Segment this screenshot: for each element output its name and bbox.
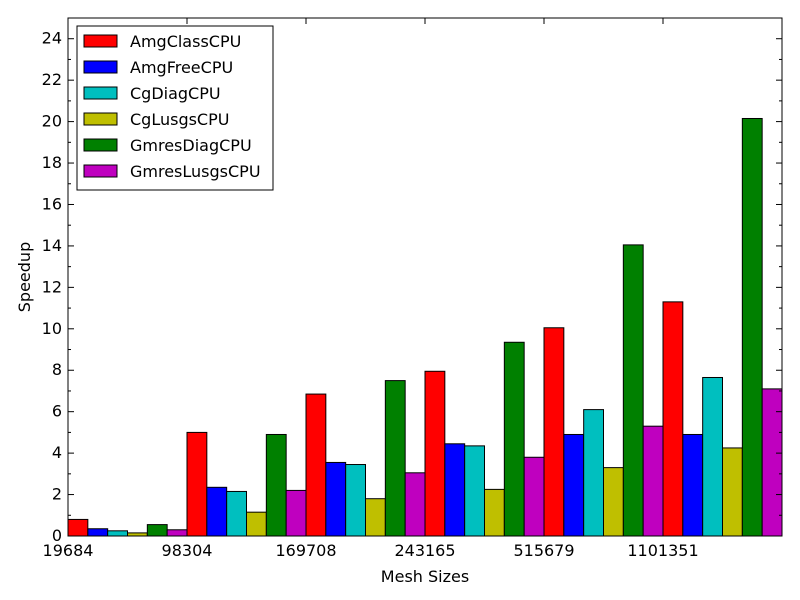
bar-CgDiagCPU-19684 [107,530,128,537]
bar-CgLusgsCPU-243165 [484,488,505,537]
bar-AmgClassCPU-243165 [424,370,446,537]
y-tick-label: 16 [42,194,62,213]
legend-swatch-AmgClassCPU [83,34,118,48]
y-tick-label: 20 [42,112,62,131]
bar-AmgFreeCPU-515679 [563,433,585,537]
plot-frame [67,17,783,537]
y-tick-label: 8 [52,360,62,379]
bar-AmgFreeCPU-243165 [444,443,466,537]
bar-AmgFreeCPU-1101351 [682,433,704,537]
x-axis-label: Mesh Sizes [381,567,469,586]
legend-label-CgLusgsCPU: CgLusgsCPU [130,110,229,129]
bar-CgLusgsCPU-515679 [603,467,624,537]
y-tick-label: 0 [52,526,62,545]
bar-AmgFreeCPU-19684 [87,528,109,537]
x-tick-label: 243165 [394,541,455,560]
bar-AmgClassCPU-1101351 [662,301,684,537]
legend-label-AmgFreeCPU: AmgFreeCPU [130,58,233,77]
bar-GmresDiagCPU-243165 [503,341,525,537]
legend: AmgClassCPU AmgFreeCPU CgDiagCPU CgLusgsCPU… [76,25,274,191]
bar-AmgFreeCPU-98304 [206,486,228,537]
bars-group [67,117,783,537]
legend-box [76,25,274,191]
bar-GmresDiagCPU-1101351 [741,117,763,537]
x-tick-label: 169708 [275,541,336,560]
y-tick-label: 6 [52,402,62,421]
y-tick-label: 4 [52,443,62,462]
x-tick-label: 515679 [513,541,574,560]
bar-CgDiagCPU-169708 [345,464,366,537]
bar-AmgFreeCPU-169708 [325,461,347,537]
bar-GmresLusgsCPU-515679 [642,425,664,537]
legend-swatch-GmresLusgsCPU [83,164,118,178]
bar-GmresLusgsCPU-19684 [166,529,188,537]
bar-GmresLusgsCPU-169708 [404,472,426,537]
bar-CgLusgsCPU-98304 [246,511,267,537]
x-tick-label: 1101351 [627,541,698,560]
y-axis-label: Speedup [15,242,34,312]
bar-CgLusgsCPU-169708 [365,498,386,537]
x-axis-ticks: 19684 98304 169708 243165 515679 1101351 [43,18,699,560]
bar-AmgClassCPU-19684 [67,518,89,537]
bar-CgDiagCPU-515679 [583,409,605,537]
legend-label-AmgClassCPU: AmgClassCPU [130,32,241,51]
legend-swatch-AmgFreeCPU [83,60,118,74]
y-tick-label: 14 [42,236,62,255]
bar-GmresLusgsCPU-98304 [285,489,307,537]
bar-GmresLusgsCPU-243165 [523,456,545,537]
legend-swatch-GmresDiagCPU [83,138,118,152]
legend-label-GmresLusgsCPU: GmresLusgsCPU [130,162,261,181]
bar-CgLusgsCPU-1101351 [722,447,743,537]
x-tick-label: 98304 [162,541,213,560]
legend-swatch-CgDiagCPU [83,86,118,100]
bar-GmresDiagCPU-98304 [265,433,287,537]
legend-label-GmresDiagCPU: GmresDiagCPU [130,136,252,155]
y-tick-label: 10 [42,319,62,338]
y-tick-label: 24 [42,29,62,48]
y-tick-label: 12 [42,277,62,296]
y-tick-label: 18 [42,153,62,172]
legend-label-CgDiagCPU: CgDiagCPU [130,84,221,103]
bar-CgDiagCPU-243165 [464,445,485,537]
y-tick-label: 2 [52,485,62,504]
bar-GmresDiagCPU-19684 [146,524,168,537]
bar-GmresLusgsCPU-1101351 [761,388,783,537]
y-tick-label: 22 [42,70,62,89]
bar-AmgClassCPU-169708 [305,393,327,537]
bar-GmresDiagCPU-169708 [384,380,406,537]
bar-AmgClassCPU-98304 [186,431,208,537]
x-tick-label: 19684 [43,541,94,560]
bar-CgDiagCPU-98304 [226,490,248,537]
bar-AmgClassCPU-515679 [543,327,565,537]
bar-GmresDiagCPU-515679 [622,244,644,537]
legend-swatch-CgLusgsCPU [83,112,118,126]
bar-CgDiagCPU-1101351 [702,376,724,537]
